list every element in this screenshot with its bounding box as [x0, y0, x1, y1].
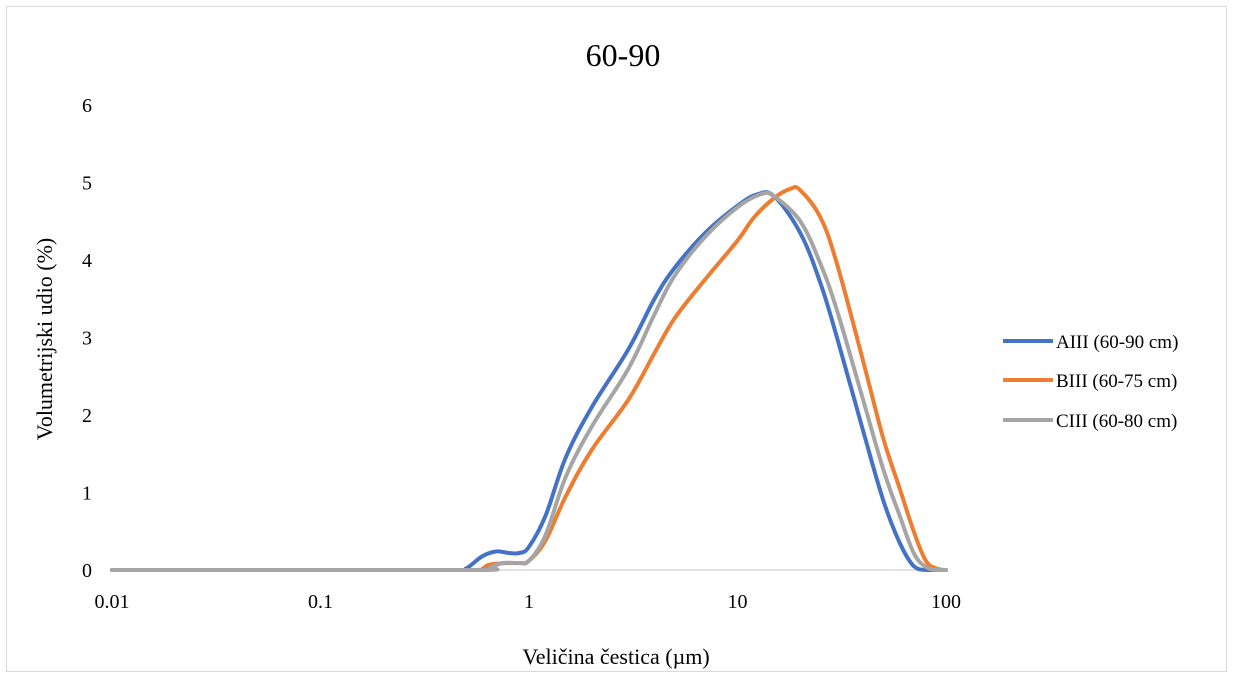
- x-tick-label: 10: [728, 591, 748, 613]
- y-tick-label: 1: [82, 483, 92, 505]
- x-tick-label: 1: [524, 591, 534, 613]
- series-line-2: [110, 185, 948, 573]
- y-axis-label: Volumetrijski udio (%): [32, 238, 57, 440]
- chart-title: 60-90: [586, 37, 661, 73]
- series-line-1: [110, 190, 948, 573]
- y-tick-label: 6: [82, 95, 92, 117]
- series-line-3: [110, 190, 948, 573]
- y-tick-label: 0: [82, 560, 92, 582]
- y-tick-label: 4: [82, 250, 92, 272]
- x-axis-label: Veličina čestica (µm): [522, 644, 709, 669]
- y-tick-label: 2: [82, 405, 92, 427]
- legend-label-1: AIII (60-90 cm): [1056, 332, 1178, 353]
- x-tick-label: 0.01: [95, 591, 130, 613]
- legend-label-2: BIII (60-75 cm): [1056, 371, 1177, 392]
- series-layer: [110, 185, 948, 573]
- y-tick-labels: 0 1 2 3 4 5 6: [82, 95, 92, 582]
- y-tick-label: 3: [82, 328, 92, 350]
- legend-label-3: CIII (60-80 cm): [1056, 411, 1177, 432]
- x-tick-labels: 0.01 0.1 1 10 100: [95, 591, 962, 613]
- legend: AIII (60-90 cm) BIII (60-75 cm) CIII (60-8…: [1003, 332, 1178, 432]
- x-tick-label: 0.1: [308, 591, 333, 613]
- x-tick-label: 100: [931, 591, 961, 613]
- y-tick-label: 5: [82, 173, 92, 195]
